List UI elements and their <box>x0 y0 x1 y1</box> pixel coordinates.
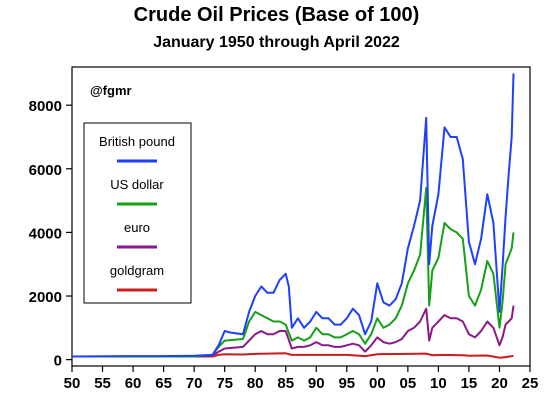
x-tick-label: 65 <box>155 375 172 392</box>
series-line-us-dollar <box>72 186 515 358</box>
x-tick-label: 25 <box>522 375 539 392</box>
y-tick-label: 6000 <box>29 162 62 179</box>
plot-frame <box>71 66 531 367</box>
y-tick-label: 0 <box>54 353 62 370</box>
x-tick-label: 95 <box>338 375 355 392</box>
y-tick-label: 8000 <box>29 98 62 115</box>
legend: British pound US dollar euro goldgram <box>83 122 192 304</box>
x-tick-label: 00 <box>369 375 386 392</box>
x-tick-label: 60 <box>125 375 142 392</box>
x-tick-label: 50 <box>64 375 81 392</box>
y-tick-label: 4000 <box>29 225 62 242</box>
series-lines <box>71 73 515 359</box>
x-tick-label: 75 <box>216 375 233 392</box>
x-tick-label: 15 <box>461 375 478 392</box>
x-tick-label: 90 <box>308 375 325 392</box>
watermark: @fgmr <box>90 83 132 98</box>
y-tick-label: 2000 <box>29 289 62 306</box>
legend-label: euro <box>124 220 150 235</box>
series-line-goldgram <box>72 352 514 359</box>
series-line-british-pound <box>71 73 515 358</box>
legend-label: goldgram <box>110 263 164 278</box>
x-tick-label: 70 <box>186 375 203 392</box>
chart-title: Crude Oil Prices (Base of 100) <box>133 4 420 26</box>
x-tick-label: 10 <box>430 375 447 392</box>
legend-label: British pound <box>99 134 175 149</box>
x-tick-label: 05 <box>400 375 417 392</box>
x-tick-label: 85 <box>277 375 294 392</box>
x-axis: 50 55 60 65 70 75 80 85 90 95 00 05 10 15 20 25 <box>64 366 539 392</box>
legend-label: US dollar <box>110 177 164 192</box>
y-axis: 0 2000 4000 6000 8000 <box>29 98 72 370</box>
x-tick-label: 20 <box>491 375 508 392</box>
chart-subtitle: January 1950 through April 2022 <box>153 34 400 51</box>
x-tick-label: 55 <box>94 375 111 392</box>
legend-box <box>83 122 192 304</box>
series-line-euro <box>72 305 515 358</box>
x-tick-label: 80 <box>247 375 264 392</box>
